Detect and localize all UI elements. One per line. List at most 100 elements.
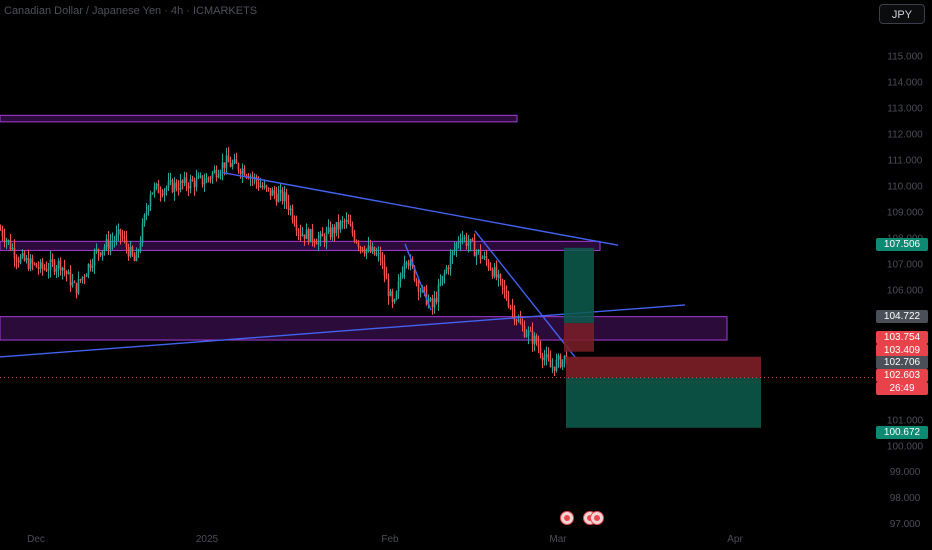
candle-body xyxy=(57,260,60,269)
candle-body xyxy=(103,247,106,251)
candle-body xyxy=(279,189,282,193)
price-badge: 102.603 xyxy=(876,369,928,382)
candle-body xyxy=(441,275,444,283)
zone-support-zone xyxy=(0,316,728,341)
candle-body xyxy=(107,239,110,249)
candle-body xyxy=(241,168,244,175)
candle-body xyxy=(553,366,556,371)
candle-body xyxy=(323,236,326,243)
zone-resistance-top xyxy=(0,114,518,123)
candle-body xyxy=(55,268,58,272)
prior-target-zone xyxy=(564,247,594,324)
candle-body xyxy=(139,242,142,251)
candle-body xyxy=(233,159,236,163)
x-tick-label: Apr xyxy=(727,534,743,545)
candle-body xyxy=(475,251,478,257)
candle-body xyxy=(69,271,72,286)
candle-body xyxy=(377,252,380,254)
candle-body xyxy=(225,155,228,168)
candle-body xyxy=(265,185,268,188)
x-tick-label: Feb xyxy=(381,534,399,545)
candle-body xyxy=(407,262,410,266)
candle-body xyxy=(351,225,354,234)
candle-body xyxy=(399,277,402,282)
candle-body xyxy=(177,188,180,190)
candle-body xyxy=(543,357,546,361)
candle-body xyxy=(493,267,496,277)
candle-body xyxy=(227,155,230,163)
candle-body xyxy=(511,307,514,309)
candle-body xyxy=(231,162,234,167)
candle-body xyxy=(165,187,168,190)
candle-body xyxy=(171,180,174,193)
candle-body xyxy=(243,168,246,176)
candle-body xyxy=(269,188,272,196)
candle-body xyxy=(481,257,484,259)
candle-body xyxy=(27,258,30,269)
candle-body xyxy=(425,288,428,305)
candle-body xyxy=(295,224,298,231)
candle-body xyxy=(109,242,112,249)
y-tick-label: 110.000 xyxy=(887,181,923,192)
candle-body xyxy=(437,284,440,303)
candle-body xyxy=(297,230,300,232)
candle-body xyxy=(159,192,162,194)
y-tick-label: 101.000 xyxy=(887,415,924,426)
candle-body xyxy=(457,242,460,244)
trendline xyxy=(404,243,432,311)
trendline xyxy=(221,171,619,246)
candle-body xyxy=(387,279,390,296)
candle-body xyxy=(523,326,526,337)
x-tick-label: 2025 xyxy=(196,534,219,545)
candle-body xyxy=(383,262,386,276)
candle-body xyxy=(93,251,96,266)
candle-body xyxy=(65,270,68,275)
candle-body xyxy=(385,275,388,280)
candle-body xyxy=(307,229,310,243)
price-badge: 107.506 xyxy=(876,238,928,251)
currency-unit-button[interactable]: JPY xyxy=(879,4,925,24)
candle-body xyxy=(299,231,302,236)
y-tick-label: 113.000 xyxy=(887,104,923,115)
candle-body xyxy=(163,189,166,195)
candle-body xyxy=(81,276,84,281)
candle-body xyxy=(361,247,364,252)
candle-body xyxy=(509,306,512,308)
candle-body xyxy=(547,354,550,360)
candle-body xyxy=(193,180,196,188)
candle-body xyxy=(557,355,560,360)
candle-body xyxy=(35,263,38,268)
candle-body xyxy=(479,249,482,259)
candle-body xyxy=(157,183,160,193)
candle-body xyxy=(151,192,154,195)
candle-body xyxy=(179,180,182,190)
candle-body xyxy=(561,359,564,367)
candle-body xyxy=(391,291,394,303)
candle-body xyxy=(19,256,22,263)
candle-body xyxy=(221,162,224,173)
candle-body xyxy=(315,243,318,245)
candle-body xyxy=(259,186,262,188)
candle-body xyxy=(45,268,48,271)
take-profit-zone xyxy=(566,377,761,428)
candle-body xyxy=(369,245,372,252)
candle-body xyxy=(319,233,322,239)
candle-body xyxy=(283,192,286,202)
candle-body xyxy=(555,359,558,371)
candle-body xyxy=(203,182,206,185)
candle-body xyxy=(339,221,342,230)
event-flag-icon[interactable] xyxy=(560,511,574,525)
price-badge: 26:49 xyxy=(876,382,928,395)
candle-body xyxy=(485,255,488,262)
candle-body xyxy=(331,227,334,238)
candle-body xyxy=(125,238,128,248)
price-badge: 100.672 xyxy=(876,426,928,439)
candle-body xyxy=(215,169,218,178)
candle-body xyxy=(285,192,288,202)
candle-body xyxy=(499,274,502,280)
price-badge: 104.722 xyxy=(876,310,928,323)
candle-body xyxy=(123,237,126,239)
event-flag-icon[interactable] xyxy=(590,511,604,525)
candle-body xyxy=(329,227,332,238)
